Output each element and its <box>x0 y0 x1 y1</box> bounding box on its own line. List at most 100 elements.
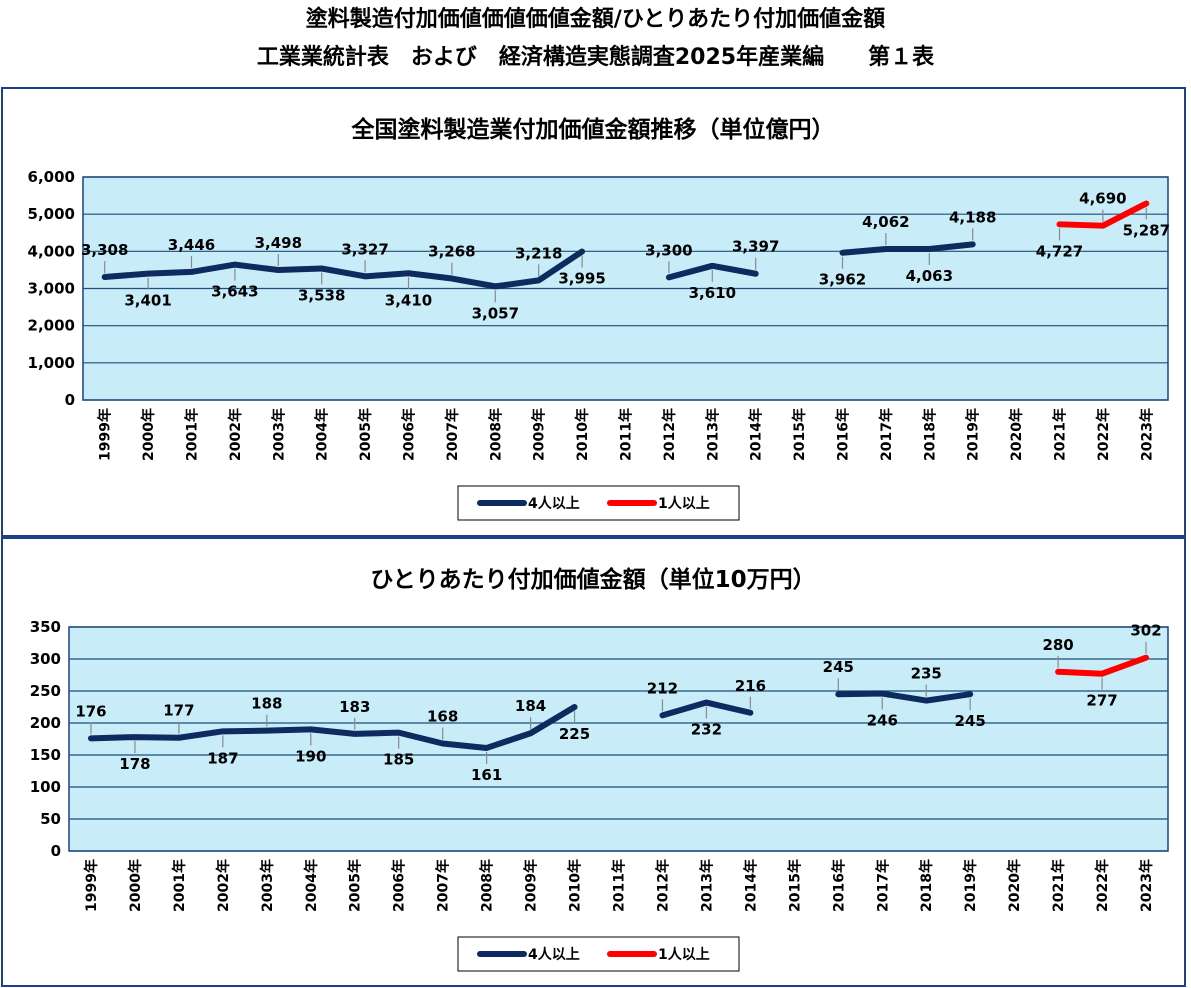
data-point <box>841 251 844 254</box>
x-tick-label: 2010年 <box>574 408 591 461</box>
y-tick-label: 4,000 <box>28 242 75 260</box>
x-tick-label: 2001年 <box>171 859 188 912</box>
data-point <box>705 701 708 704</box>
x-tick-label: 2003年 <box>270 408 287 461</box>
data-label: 187 <box>207 749 238 767</box>
data-label: 277 <box>1086 692 1117 710</box>
series-line-0 <box>835 690 974 704</box>
legend-label: 1人以上 <box>658 946 710 963</box>
series-line-0 <box>839 241 976 256</box>
x-tick-label: 2015年 <box>791 408 808 461</box>
data-label: 4,690 <box>1079 190 1126 208</box>
data-label: 185 <box>383 751 414 769</box>
data-point <box>1145 202 1148 205</box>
y-tick-label: 150 <box>30 746 61 764</box>
x-tick-label: 2004年 <box>314 408 331 461</box>
data-label: 302 <box>1130 622 1161 640</box>
x-tick-label: 2006年 <box>391 859 408 912</box>
data-label: 3,300 <box>645 241 692 259</box>
chart-panel-per-capita: ひとりあたり付加価値金額（単位10万円） 0 50 100 150 200 250 300 35… <box>1 537 1186 987</box>
data-point <box>277 268 280 271</box>
data-label: 3,498 <box>255 234 302 252</box>
x-tick-label: 2021年 <box>1052 408 1069 461</box>
data-point <box>884 248 887 251</box>
x-tick-label: 2008年 <box>479 859 496 912</box>
x-tick-label: 2016年 <box>835 408 852 461</box>
y-tick-label: 5,000 <box>28 205 75 223</box>
data-point <box>265 729 268 732</box>
x-tick-label: 2018年 <box>921 408 938 461</box>
data-label: 235 <box>911 665 942 683</box>
x-tick-label: 1999年 <box>97 408 114 461</box>
x-tick-label: 2020年 <box>1008 408 1025 461</box>
x-tick-label: 2002年 <box>227 408 244 461</box>
y-tick-label: 2,000 <box>28 317 75 335</box>
x-tick-label: 2016年 <box>830 859 847 912</box>
x-tick-label: 2004年 <box>303 859 320 912</box>
data-label: 3,538 <box>298 287 345 305</box>
series-line-0 <box>101 248 586 290</box>
data-point <box>711 264 714 267</box>
data-point <box>573 706 576 708</box>
data-point <box>233 263 236 266</box>
data-point <box>133 736 136 739</box>
x-tick-label: 2007年 <box>435 859 452 912</box>
data-label: 4,188 <box>949 208 996 226</box>
y-tick-label: 0 <box>51 842 61 860</box>
y-tick-label: 200 <box>30 714 61 732</box>
x-tick-label: 2017年 <box>874 859 891 912</box>
data-label: 5,287 <box>1123 221 1170 239</box>
y-tick-label: 0 <box>65 391 75 409</box>
data-label: 246 <box>867 712 898 730</box>
data-label: 3,057 <box>472 304 519 322</box>
data-label: 168 <box>427 707 458 725</box>
data-label: 184 <box>515 697 546 715</box>
data-point <box>1058 223 1061 226</box>
data-label: 3,446 <box>168 236 215 254</box>
data-label: 4,063 <box>906 267 953 285</box>
x-tick-label: 2017年 <box>878 408 895 461</box>
chart-per-capita: ひとりあたり付加価値金額（単位10万円） 0 50 100 150 200 250 300 35… <box>30 566 1169 972</box>
data-point <box>537 279 540 282</box>
data-label: 280 <box>1042 636 1073 654</box>
x-tick-label: 2022年 <box>1095 408 1112 461</box>
data-point <box>441 742 444 745</box>
data-point <box>190 270 193 273</box>
x-tick-label: 2013年 <box>704 408 721 461</box>
data-label: 3,397 <box>732 238 779 256</box>
x-tick-label: 2020年 <box>1006 859 1023 912</box>
data-label: 161 <box>471 766 502 784</box>
data-point <box>581 250 584 253</box>
data-label: 177 <box>163 702 194 720</box>
page-title-line2: 工業業統計表 および 経済構造実態調査2025年産業編 第１表 <box>256 45 935 70</box>
plot-area <box>68 626 1169 852</box>
x-tick-label: 2023年 <box>1138 408 1155 461</box>
data-point <box>754 272 757 275</box>
x-tick-label: 2009年 <box>523 859 540 912</box>
chart-title: ひとりあたり付加価値金額（単位10万円） <box>370 566 815 593</box>
y-tick-label: 350 <box>30 618 61 636</box>
x-tick-label: 2009年 <box>531 408 548 461</box>
data-label: 212 <box>647 679 678 697</box>
data-label: 3,308 <box>81 241 128 259</box>
x-tick-label: 2019年 <box>965 408 982 461</box>
x-tick-label: 2000年 <box>140 408 157 461</box>
chart-title: 全国塗料製造業付加価値金額推移（単位億円） <box>351 116 835 143</box>
data-label: 190 <box>295 747 326 765</box>
y-tick-label: 3,000 <box>28 280 75 298</box>
x-tick-label: 2000年 <box>127 859 144 912</box>
data-label: 176 <box>75 702 106 720</box>
y-tick-label: 6,000 <box>28 168 75 186</box>
y-tick-label: 300 <box>30 650 61 668</box>
x-tick-label: 2005年 <box>347 859 364 912</box>
x-tick-label: 2010年 <box>567 859 584 912</box>
data-label: 3,327 <box>341 240 388 258</box>
x-tick-label: 2008年 <box>487 408 504 461</box>
data-label: 4,062 <box>862 213 909 231</box>
data-label: 3,401 <box>124 292 171 310</box>
page-title-line1: 塗料製造付加価値価値価値金額/ひとりあたり付加価値金額 <box>305 7 886 32</box>
x-tick-label: 2019年 <box>962 859 979 912</box>
data-label: 188 <box>251 695 282 713</box>
data-point <box>397 731 400 734</box>
legend-label: 4人以上 <box>528 495 580 512</box>
